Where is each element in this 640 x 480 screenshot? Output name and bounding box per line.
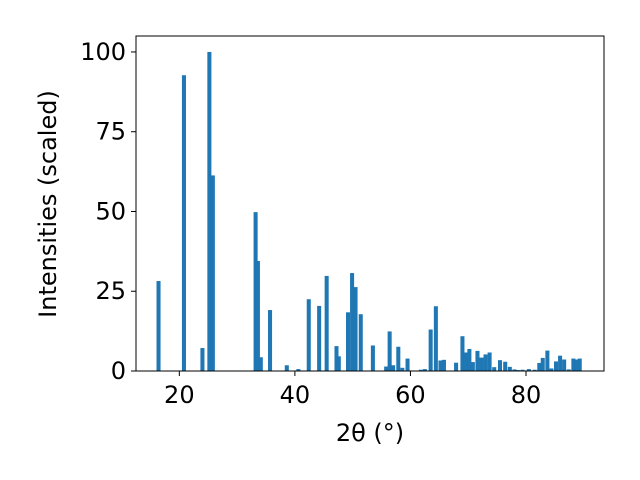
bar [428, 329, 433, 371]
bar [156, 281, 161, 371]
bar [405, 358, 410, 371]
bar [463, 352, 468, 371]
bar [396, 346, 401, 371]
bar [370, 345, 375, 371]
bar [200, 348, 205, 371]
bar [253, 212, 258, 371]
y-tick-label: 0 [111, 357, 126, 385]
bar [454, 362, 459, 371]
bar [537, 363, 542, 371]
bar [258, 357, 263, 371]
bar [512, 369, 517, 371]
plot-area [136, 36, 604, 371]
bar [558, 355, 563, 371]
bar [350, 273, 355, 371]
bar [324, 275, 329, 371]
bar [384, 366, 389, 371]
bar [441, 359, 446, 371]
bar [526, 369, 531, 371]
plot-frame [135, 35, 605, 372]
x-tick-label: 20 [164, 381, 195, 409]
bar [577, 358, 582, 371]
x-axis-label: 2θ (°) [336, 419, 404, 447]
bar [475, 350, 480, 371]
bar [566, 369, 571, 371]
bar [400, 367, 405, 371]
bar [422, 369, 427, 371]
bar [479, 357, 484, 371]
bar [470, 362, 475, 371]
bar [520, 369, 525, 371]
bar [207, 51, 212, 371]
bar [387, 331, 392, 371]
bar [562, 359, 567, 371]
bar [554, 361, 559, 371]
bar [540, 357, 545, 371]
bar [210, 175, 215, 371]
bar [433, 306, 438, 371]
bar [317, 305, 322, 371]
bar [334, 346, 339, 371]
bar [255, 260, 260, 371]
bar [346, 312, 351, 371]
bar [181, 75, 186, 372]
bar [507, 366, 512, 371]
bar [545, 350, 550, 371]
x-tick-label: 60 [395, 381, 426, 409]
bar [391, 365, 396, 371]
y-axis: 0 25 50 75 100 [80, 38, 136, 385]
bar [268, 310, 273, 371]
bar [467, 348, 472, 371]
bar [571, 358, 576, 371]
y-axis-label: Intensities (scaled) [34, 90, 62, 318]
bar [418, 369, 423, 371]
bar [483, 354, 488, 371]
y-tick-label: 50 [95, 197, 126, 225]
x-tick-label: 80 [511, 381, 542, 409]
bar [358, 314, 363, 371]
y-tick-label: 100 [80, 38, 126, 66]
bar [296, 369, 301, 371]
bar [503, 361, 508, 371]
bar [336, 356, 341, 371]
bar [487, 352, 492, 371]
bar-series [156, 51, 582, 372]
y-tick-label: 75 [95, 118, 126, 146]
x-tick-label: 40 [280, 381, 311, 409]
x-axis: 20 40 60 80 [164, 371, 541, 409]
bar [574, 359, 579, 371]
bar [438, 360, 443, 371]
bar [353, 287, 358, 371]
bar [284, 365, 289, 371]
bar [492, 367, 497, 371]
bar [306, 299, 311, 371]
bar [497, 360, 503, 371]
bar [532, 369, 537, 371]
y-tick-label: 25 [95, 277, 126, 305]
bar [460, 336, 465, 371]
bar [549, 368, 554, 371]
